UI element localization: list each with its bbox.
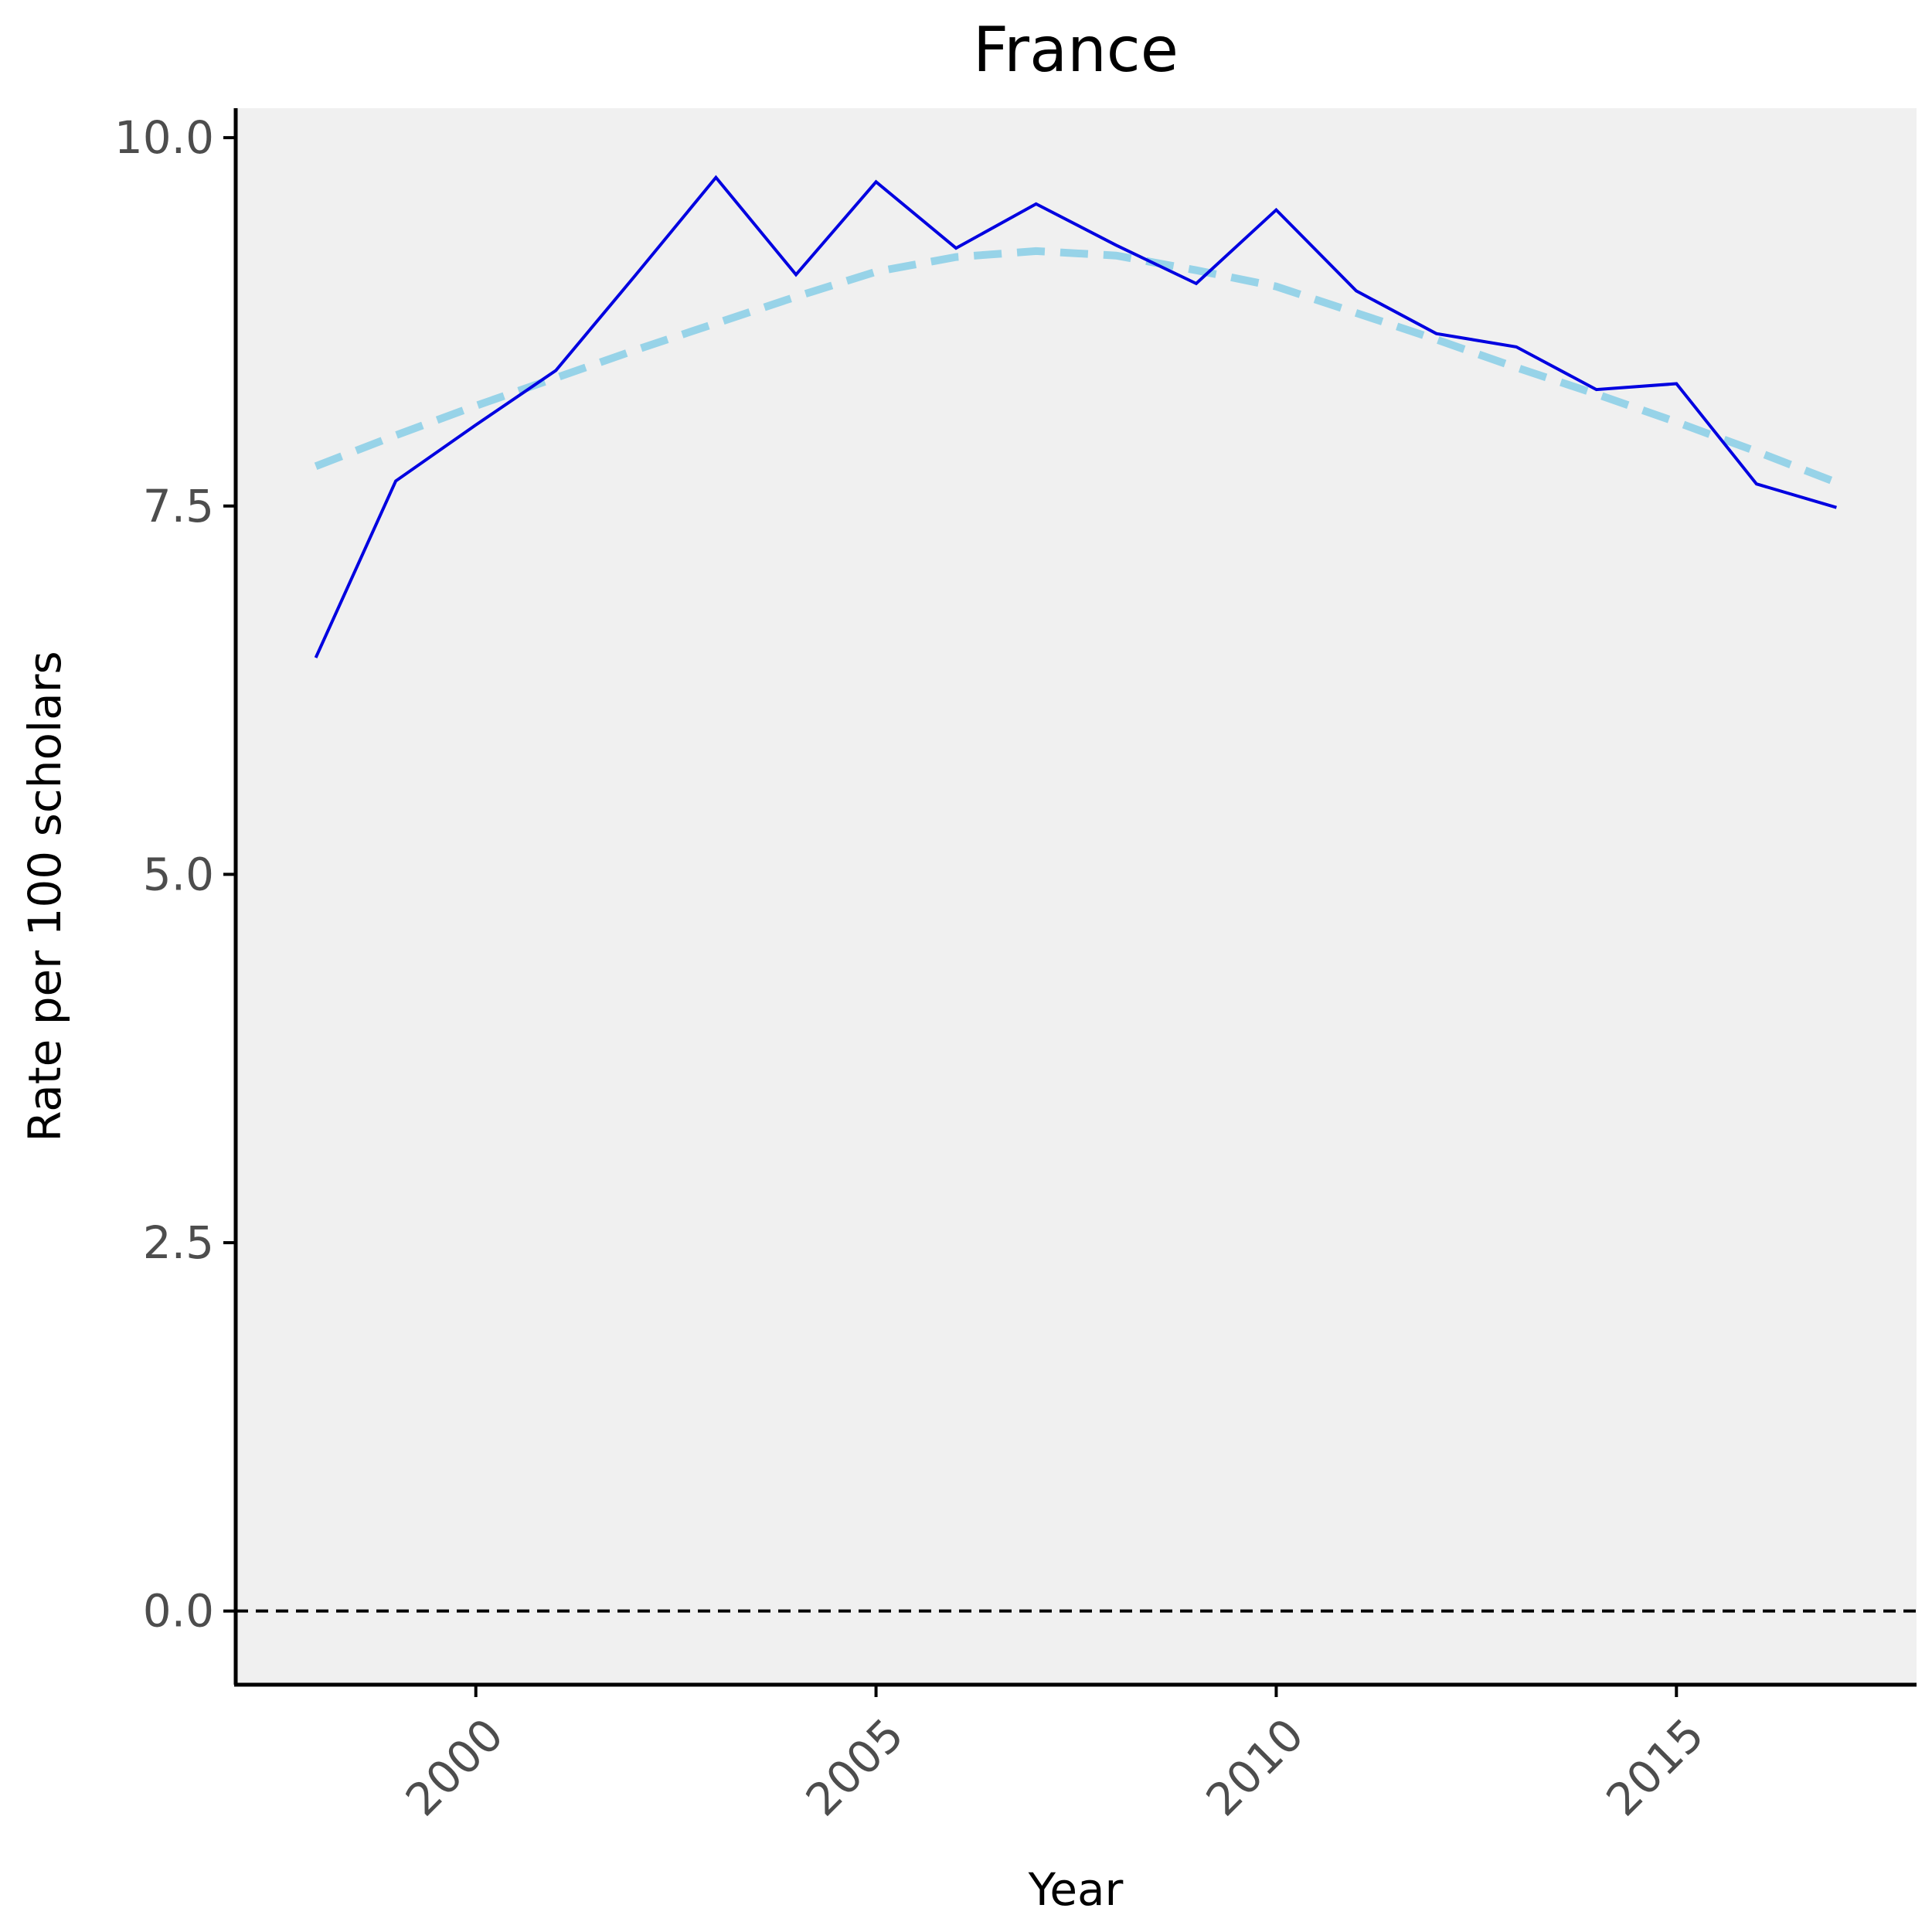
plot-background: [236, 108, 1917, 1685]
y-tick-label: 5.0: [143, 848, 214, 900]
x-tick-label: 2005: [796, 1709, 913, 1826]
chart-title: France: [973, 14, 1179, 86]
y-axis-title: Rate per 100 scholars: [19, 651, 71, 1141]
y-tick-label: 10.0: [114, 111, 214, 164]
y-tick-label: 0.0: [143, 1585, 214, 1638]
x-ticks: 2000 2005 2010 2015: [396, 1685, 1714, 1826]
y-tick-label: 2.5: [143, 1216, 214, 1269]
y-tick-label: 7.5: [143, 480, 214, 532]
y-ticks: 0.0 2.5 5.0 7.5 10.0: [114, 111, 236, 1638]
x-tick-label: 2015: [1596, 1709, 1713, 1826]
series-layer: [314, 175, 1838, 658]
observed-series-line: [314, 175, 1837, 658]
x-tick-label: 2010: [1196, 1709, 1314, 1826]
x-tick-label: 2000: [396, 1709, 513, 1826]
x-axis-title: Year: [1028, 1863, 1124, 1916]
trend-series-line: [314, 247, 1838, 486]
